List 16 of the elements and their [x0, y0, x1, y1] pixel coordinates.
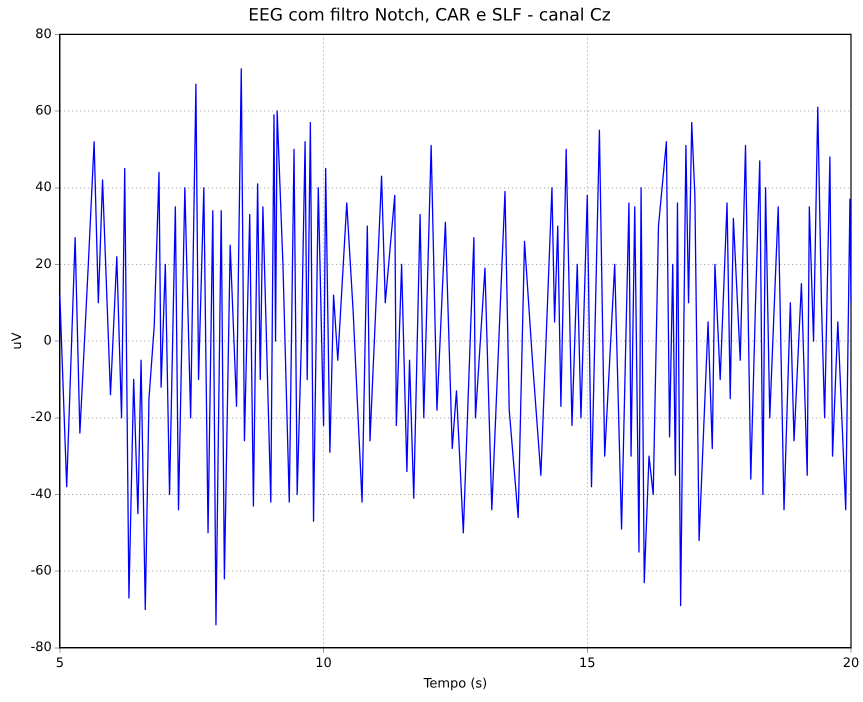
x-tick-label: 10: [315, 656, 332, 671]
x-tick-label: 15: [579, 656, 596, 671]
y-tick-label: 60: [35, 103, 52, 118]
y-tick-label: -60: [30, 564, 52, 578]
y-tick-label: 80: [35, 26, 52, 42]
x-tick-label: 5: [56, 656, 64, 671]
x-axis-title: Tempo (s): [422, 676, 488, 692]
y-tick-label: -20: [30, 410, 52, 426]
chart-title: EEG com filtro Notch, CAR e SLF - canal Cz: [248, 6, 611, 26]
y-tick-label: -40: [30, 486, 52, 502]
y-tick-label: 0: [44, 333, 52, 348]
x-tick-label: 20: [842, 656, 860, 671]
y-tick-label: 40: [35, 180, 52, 196]
y-tick-label: 20: [35, 256, 52, 272]
y-tick-label: -80: [30, 640, 52, 656]
y-axis-title: uV: [10, 332, 26, 350]
